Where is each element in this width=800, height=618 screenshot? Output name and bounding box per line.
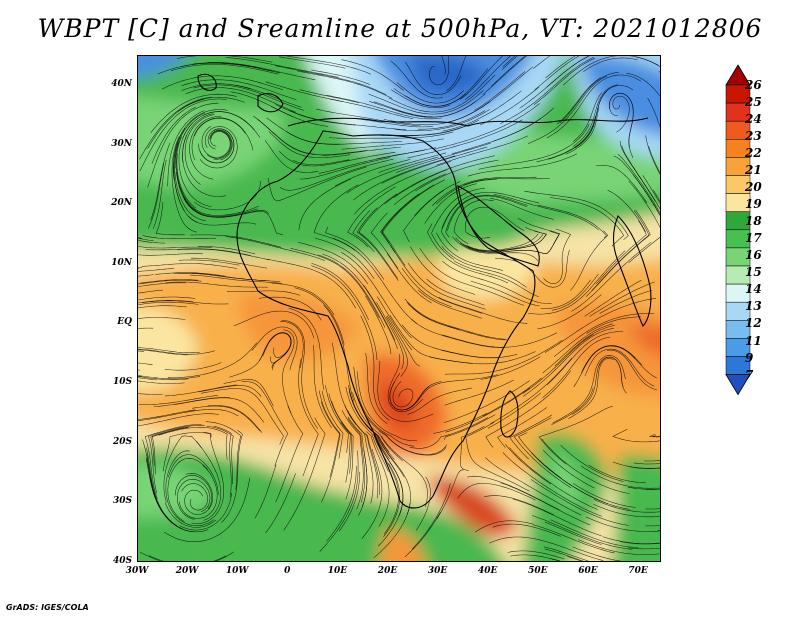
colorbar-label: 24 bbox=[745, 112, 762, 127]
map-panel bbox=[137, 55, 661, 562]
colorbar-label: 23 bbox=[745, 129, 762, 144]
colorbar-label: 9 bbox=[745, 350, 754, 365]
lat-tick-label: 10N bbox=[111, 257, 132, 268]
lat-tick-label: 30N bbox=[111, 138, 132, 149]
colorbar-label: 26 bbox=[745, 78, 762, 92]
colorbar-label: 17 bbox=[745, 231, 762, 246]
colorbar-label: 22 bbox=[745, 146, 762, 161]
lon-tick-label: 40E bbox=[477, 566, 498, 576]
lat-tick-label: 20S bbox=[112, 436, 132, 447]
lon-tick-label: 10E bbox=[327, 566, 348, 576]
lat-tick-label: 30S bbox=[112, 496, 132, 507]
lon-tick-label: 30W bbox=[125, 566, 149, 576]
lat-tick-label: 10S bbox=[112, 377, 132, 387]
lon-tick-label: 30E bbox=[427, 566, 448, 576]
colorbar-label: 14 bbox=[745, 282, 762, 297]
streamlines bbox=[138, 56, 660, 561]
lat-tick-label: EQ bbox=[117, 317, 132, 328]
chart-title: WBPT [C] and Sreamline at 500hPa, VT: 20… bbox=[37, 14, 763, 43]
lat-tick-label: 40S bbox=[112, 555, 132, 566]
colorbar-label: 19 bbox=[745, 197, 762, 212]
colorbar-label: 7 bbox=[745, 367, 754, 382]
lon-tick-label: 60E bbox=[578, 566, 598, 576]
colorbar-label: 21 bbox=[745, 163, 762, 178]
wbpt-streamline-map bbox=[138, 56, 660, 561]
colorbar-label: 13 bbox=[745, 299, 762, 314]
lon-tick-label: 20E bbox=[377, 566, 398, 576]
colorbar-label: 11 bbox=[745, 333, 762, 348]
colorbar-label: 16 bbox=[745, 248, 762, 263]
wbpt-shading bbox=[138, 56, 660, 561]
colorbar-label: 25 bbox=[745, 95, 762, 110]
lon-tick-label: 10W bbox=[225, 566, 249, 576]
coastlines bbox=[197, 73, 652, 509]
colorbar-label: 20 bbox=[745, 180, 762, 195]
lon-tick-label: 50E bbox=[528, 566, 548, 576]
colorbar-label: 15 bbox=[745, 265, 762, 280]
lon-tick-label: 0 bbox=[284, 566, 291, 576]
lon-tick-label: 20W bbox=[175, 566, 199, 576]
colorbar-label: 18 bbox=[745, 214, 762, 229]
colorbar-label: 12 bbox=[745, 316, 762, 331]
lat-tick-label: 20N bbox=[111, 198, 132, 209]
grads-credit: GrADS: IGES/COLA bbox=[6, 603, 89, 612]
colorbar bbox=[725, 64, 751, 396]
lon-tick-label: 70E bbox=[628, 566, 648, 576]
colorbar-bottom-arrow bbox=[725, 374, 751, 396]
lat-tick-label: 40N bbox=[111, 79, 132, 89]
